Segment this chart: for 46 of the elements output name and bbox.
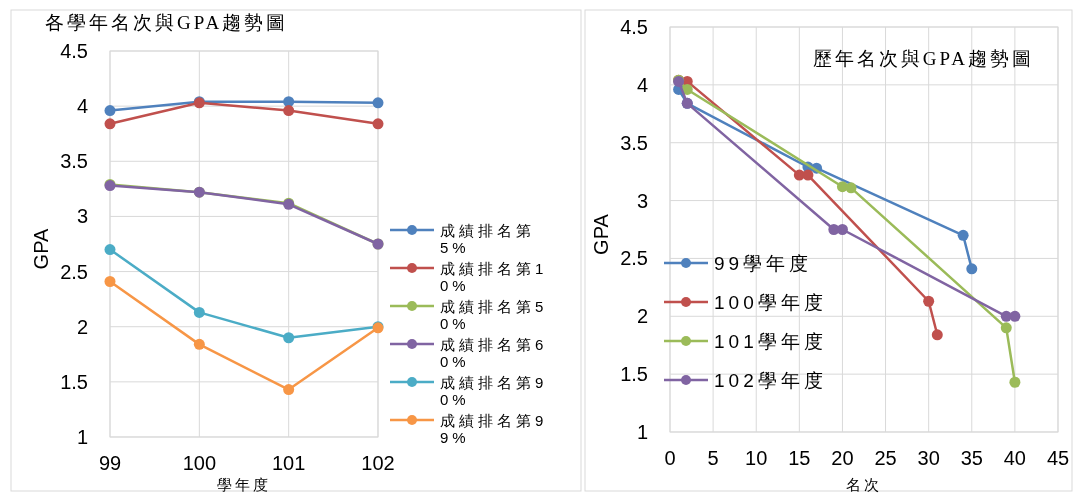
x-tick-label: 102 bbox=[361, 452, 395, 474]
y-tick-label: 3 bbox=[636, 189, 648, 212]
y-tick-label: 1 bbox=[76, 426, 88, 448]
y-tick-label: 3.5 bbox=[620, 131, 648, 154]
y-tick-label: 2 bbox=[636, 305, 648, 328]
x-tick-label: 40 bbox=[1003, 447, 1027, 469]
y-tick-label: 3 bbox=[76, 205, 88, 228]
x-tick-label: 35 bbox=[960, 447, 983, 469]
x-tick-label: 99 bbox=[98, 452, 122, 474]
y-tick-label: 1.5 bbox=[620, 363, 648, 386]
legend-label: 101學年度 bbox=[714, 331, 827, 352]
x-tick-label: 10 bbox=[745, 447, 768, 469]
y-tick-label: 4 bbox=[76, 95, 88, 118]
x-axis-title: 學年度 bbox=[217, 477, 271, 493]
x-tick-label: 20 bbox=[831, 447, 854, 469]
legend-label: 成績排名第50% bbox=[440, 298, 549, 332]
legend-label: 102學年度 bbox=[714, 370, 827, 391]
legend-label: 成績排名第60% bbox=[440, 336, 549, 370]
text: 歷年名次與GPA趨勢圖 bbox=[812, 48, 1034, 69]
x-tick-label: 5 bbox=[707, 447, 719, 469]
legend-label: 成績排名第90% bbox=[440, 374, 549, 408]
y-tick-label: 4 bbox=[636, 73, 648, 96]
x-tick-label: 101 bbox=[271, 452, 306, 474]
y-axis-title: GPA bbox=[590, 213, 612, 255]
y-tick-label: 1.5 bbox=[60, 370, 88, 393]
x-tick-label: 30 bbox=[917, 447, 940, 469]
x-tick-label: 0 bbox=[664, 447, 676, 469]
y-tick-label: 4.5 bbox=[60, 40, 88, 62]
y-tick-label: 3.5 bbox=[60, 150, 88, 173]
y-tick-label: 2.5 bbox=[60, 260, 88, 283]
x-tick-label: 45 bbox=[1046, 447, 1070, 469]
legend-label: 成績排名第5% bbox=[440, 222, 536, 256]
y-tick-label: 2 bbox=[76, 315, 88, 338]
y-axis-title: GPA bbox=[30, 227, 52, 270]
legend-label: 成績排名第10% bbox=[440, 260, 549, 294]
legend-label: 99學年度 bbox=[714, 253, 813, 274]
y-tick-label: 4.5 bbox=[620, 16, 648, 38]
legend-label: 100學年度 bbox=[714, 292, 827, 313]
y-tick-label: 2.5 bbox=[620, 247, 648, 270]
x-tick-label: 100 bbox=[182, 452, 217, 474]
x-axis-title: 名次 bbox=[846, 477, 882, 493]
x-tick-label: 25 bbox=[874, 447, 897, 469]
x-tick-label: 15 bbox=[788, 447, 811, 469]
legend-label: 成績排名第99% bbox=[440, 412, 549, 446]
y-tick-label: 1 bbox=[636, 421, 648, 443]
chart-title: 各學年名次與GPA趨勢圖 bbox=[45, 12, 289, 33]
